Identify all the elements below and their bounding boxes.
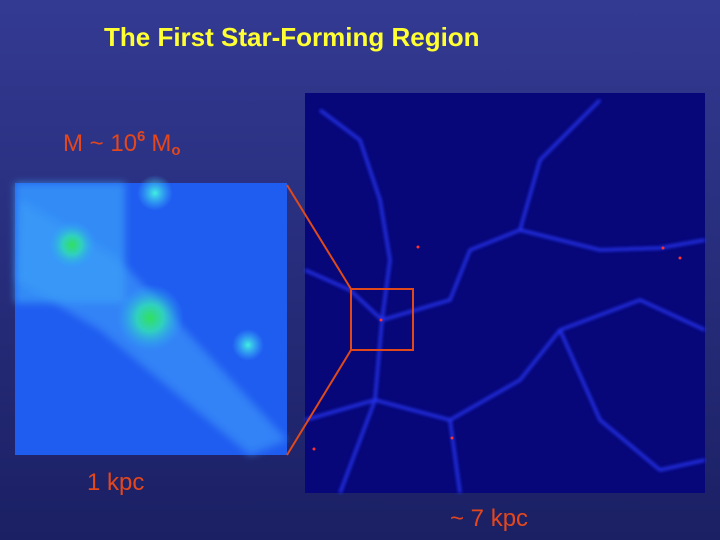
mass-exponent: 6 bbox=[137, 128, 146, 145]
left-image bbox=[15, 175, 287, 455]
mass-unit: M bbox=[151, 130, 172, 157]
left-scale-label: 1 kpc bbox=[87, 469, 145, 496]
zoom-indicator bbox=[286, 184, 414, 456]
mass-unit-subscript: o bbox=[171, 142, 181, 159]
mass-label: M ~ 106 Mo bbox=[63, 128, 181, 159]
slide-title: The First Star-Forming Region bbox=[104, 22, 480, 52]
right-image bbox=[304, 93, 706, 494]
right-scale-label: ~ 7 kpc bbox=[450, 505, 529, 532]
mass-prefix: M ~ 10 bbox=[63, 130, 138, 157]
